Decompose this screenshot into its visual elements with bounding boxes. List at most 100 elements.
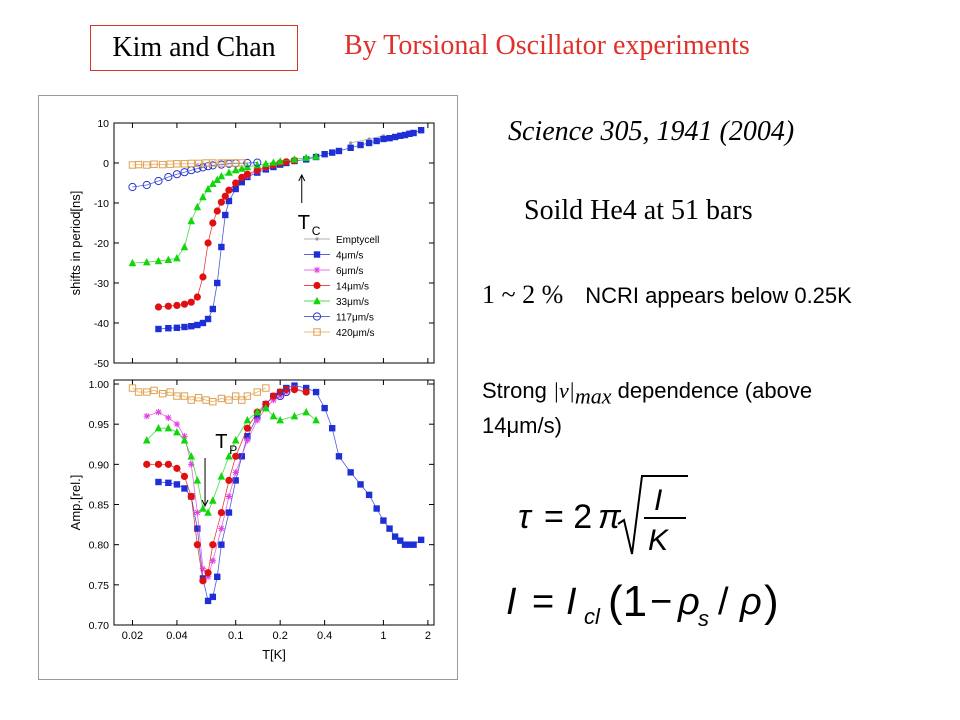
data-point: [173, 428, 181, 436]
tp-subscript: P: [229, 443, 237, 457]
data-point: [262, 403, 270, 412]
data-point: [349, 141, 353, 145]
data-point: [302, 153, 310, 161]
data-point: [391, 133, 399, 141]
legend-marker: [313, 266, 321, 274]
data-point: [253, 388, 261, 396]
data-point: [243, 170, 252, 178]
data-point: [143, 388, 151, 396]
data-point: [204, 569, 212, 577]
data-point: [225, 509, 233, 516]
data-point: [194, 525, 201, 532]
data-point: [180, 472, 189, 480]
tp-label: T: [215, 431, 227, 453]
data-point: [173, 481, 181, 488]
data-point: [204, 184, 212, 193]
data-point: [155, 408, 162, 416]
y-tick-label: 10: [97, 118, 109, 130]
legend-entry: 4μm/s: [336, 251, 363, 262]
data-point: [225, 197, 233, 205]
data-point: [244, 437, 251, 444]
svg-text:−: −: [650, 581, 672, 623]
data-point: [204, 597, 212, 605]
data-point: [194, 509, 201, 516]
data-point: [143, 412, 150, 420]
data-point: [173, 254, 181, 262]
y-tick-label: -30: [94, 278, 109, 290]
data-point: [238, 173, 246, 181]
svg-text:ρ: ρ: [677, 581, 700, 623]
y-tick-label: 0.85: [89, 500, 110, 512]
data-point: [199, 504, 207, 512]
data-point: [209, 305, 217, 313]
data-point: [204, 573, 212, 581]
data-point: [164, 172, 173, 182]
data-point: [173, 392, 181, 400]
data-point: [209, 593, 217, 601]
data-point: [380, 135, 387, 143]
data-point: [406, 130, 413, 137]
data-point: [243, 158, 252, 168]
data-point: [165, 479, 172, 487]
x-tick-label: 1: [380, 630, 386, 642]
dependence-pre: Strong: [482, 378, 553, 403]
data-point: [204, 239, 212, 247]
y-tick-label: -10: [94, 198, 109, 210]
svg-text:K: K: [648, 524, 670, 557]
data-point: [180, 436, 189, 444]
data-point: [231, 436, 240, 444]
data-point: [214, 279, 221, 287]
data-point: [397, 132, 404, 139]
data-point: [217, 172, 226, 180]
svg-text:(1: (1: [608, 577, 647, 626]
legend-entry: 14μm/s: [336, 282, 369, 293]
data-point: [193, 293, 201, 301]
data-point: [231, 166, 240, 174]
slide-headline: By Torsional Oscillator experiments: [344, 30, 750, 61]
data-point: [155, 478, 162, 486]
legend-marker: [312, 312, 322, 321]
legend: Emptycell 4μm/s 6μm/s 14μm/s 33μm/s 117μm/s 42…: [304, 235, 379, 339]
svg-text:s: s: [698, 606, 709, 631]
data-point: [193, 202, 202, 211]
svg-text:= 2: = 2: [544, 498, 592, 536]
data-point: [238, 164, 246, 172]
data-point: [232, 179, 240, 187]
data-point: [221, 192, 229, 200]
data-point: [312, 388, 320, 396]
data-point: [209, 159, 217, 167]
x-tick-label: 0.4: [317, 630, 332, 642]
data-point: [276, 391, 285, 401]
data-point: [225, 396, 233, 404]
y-tick-label: 0.75: [89, 580, 110, 592]
data-point: [276, 157, 284, 165]
data-point: [217, 508, 225, 517]
data-point: [335, 147, 343, 155]
data-point: [128, 384, 137, 392]
data-point: [180, 392, 189, 400]
legend-marker: [315, 237, 319, 241]
data-point: [232, 452, 240, 460]
data-point: [180, 300, 189, 308]
series-line: [132, 387, 267, 403]
data-point: [217, 472, 226, 480]
data-point: [232, 392, 240, 400]
y-tick-label: -40: [94, 318, 109, 330]
data-point: [165, 414, 172, 421]
data-point: [166, 388, 174, 396]
data-point: [172, 170, 182, 179]
legend-marker: [313, 296, 321, 305]
data-point: [187, 159, 195, 168]
data-point: [290, 411, 299, 420]
data-point: [154, 460, 163, 468]
data-point: [290, 386, 299, 394]
data-point: [209, 557, 217, 564]
data-point: [181, 323, 188, 331]
data-point: [225, 493, 233, 500]
data-point: [269, 392, 278, 400]
data-point: [154, 303, 163, 311]
y-tick-label: 0.90: [89, 459, 110, 471]
data-point: [417, 127, 425, 134]
ncri-note: 1 ~ 2 % NCRI appears below 0.25K: [482, 278, 882, 313]
